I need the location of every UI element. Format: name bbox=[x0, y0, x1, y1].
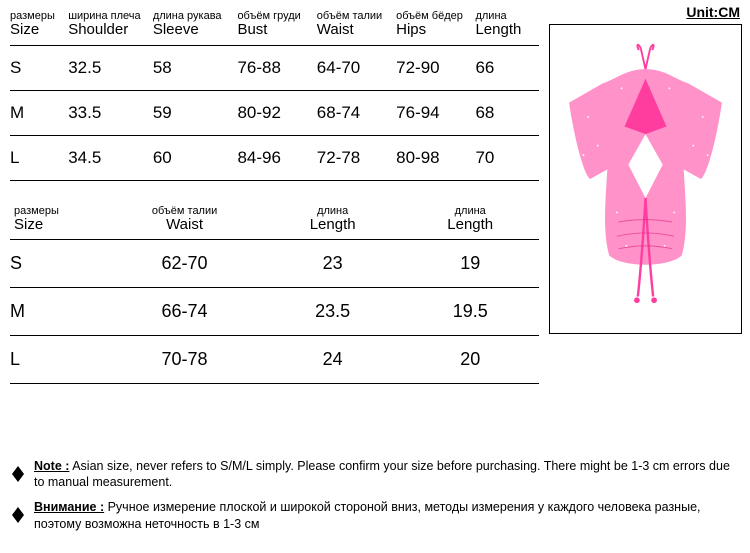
hdr-en: Shoulder bbox=[68, 22, 153, 45]
hdr-ru: объём груди bbox=[237, 8, 316, 22]
hdr-ru: объём талии bbox=[105, 203, 264, 217]
table-row: M33.55980-9268-7476-9468 bbox=[10, 90, 539, 135]
hdr-en: Waist bbox=[105, 217, 264, 240]
hdr-en: Length bbox=[475, 22, 539, 45]
hdr-en: Size bbox=[10, 217, 105, 240]
hdr-ru: длина bbox=[264, 203, 402, 217]
hdr-en: Length bbox=[401, 217, 539, 240]
hdr-ru: объём талии bbox=[317, 8, 396, 22]
unit-label: Unit:CM bbox=[545, 0, 750, 22]
hdr-en: Hips bbox=[396, 22, 475, 45]
hdr-en: Waist bbox=[317, 22, 396, 45]
table-row: L70-782420 bbox=[10, 336, 539, 384]
hdr-ru: длина bbox=[475, 8, 539, 22]
bullet-icon bbox=[12, 501, 24, 515]
hdr-en: Size bbox=[10, 22, 68, 45]
hdr-ru: ширина плеча bbox=[68, 8, 153, 22]
product-image bbox=[549, 24, 742, 334]
notes-area: Note : Asian size, never refers to S/M/L… bbox=[10, 458, 740, 542]
size-table-2: размеры объём талии длина длина Size Wai… bbox=[10, 203, 539, 385]
hdr-ru: объём бёдер bbox=[396, 8, 475, 22]
hdr-ru: длина bbox=[401, 203, 539, 217]
table-row: S62-702319 bbox=[10, 240, 539, 288]
table-row: M66-7423.519.5 bbox=[10, 288, 539, 336]
table-row: L34.56084-9672-7880-9870 bbox=[10, 135, 539, 180]
hdr-en: Sleeve bbox=[153, 22, 238, 45]
table-row: S32.55876-8864-7072-9066 bbox=[10, 45, 539, 90]
note-ru: Внимание : Ручное измерение плоской и ши… bbox=[34, 499, 740, 533]
dress-icon bbox=[550, 25, 741, 333]
hdr-en: Length bbox=[264, 217, 402, 240]
size-table-1: размеры ширина плеча длина рукава объём … bbox=[10, 8, 539, 181]
hdr-ru: размеры bbox=[10, 203, 105, 217]
hdr-ru: размеры bbox=[10, 8, 68, 22]
hdr-ru: длина рукава bbox=[153, 8, 238, 22]
bullet-icon bbox=[12, 460, 24, 474]
note-en: Note : Asian size, never refers to S/M/L… bbox=[34, 458, 740, 492]
hdr-en: Bust bbox=[237, 22, 316, 45]
